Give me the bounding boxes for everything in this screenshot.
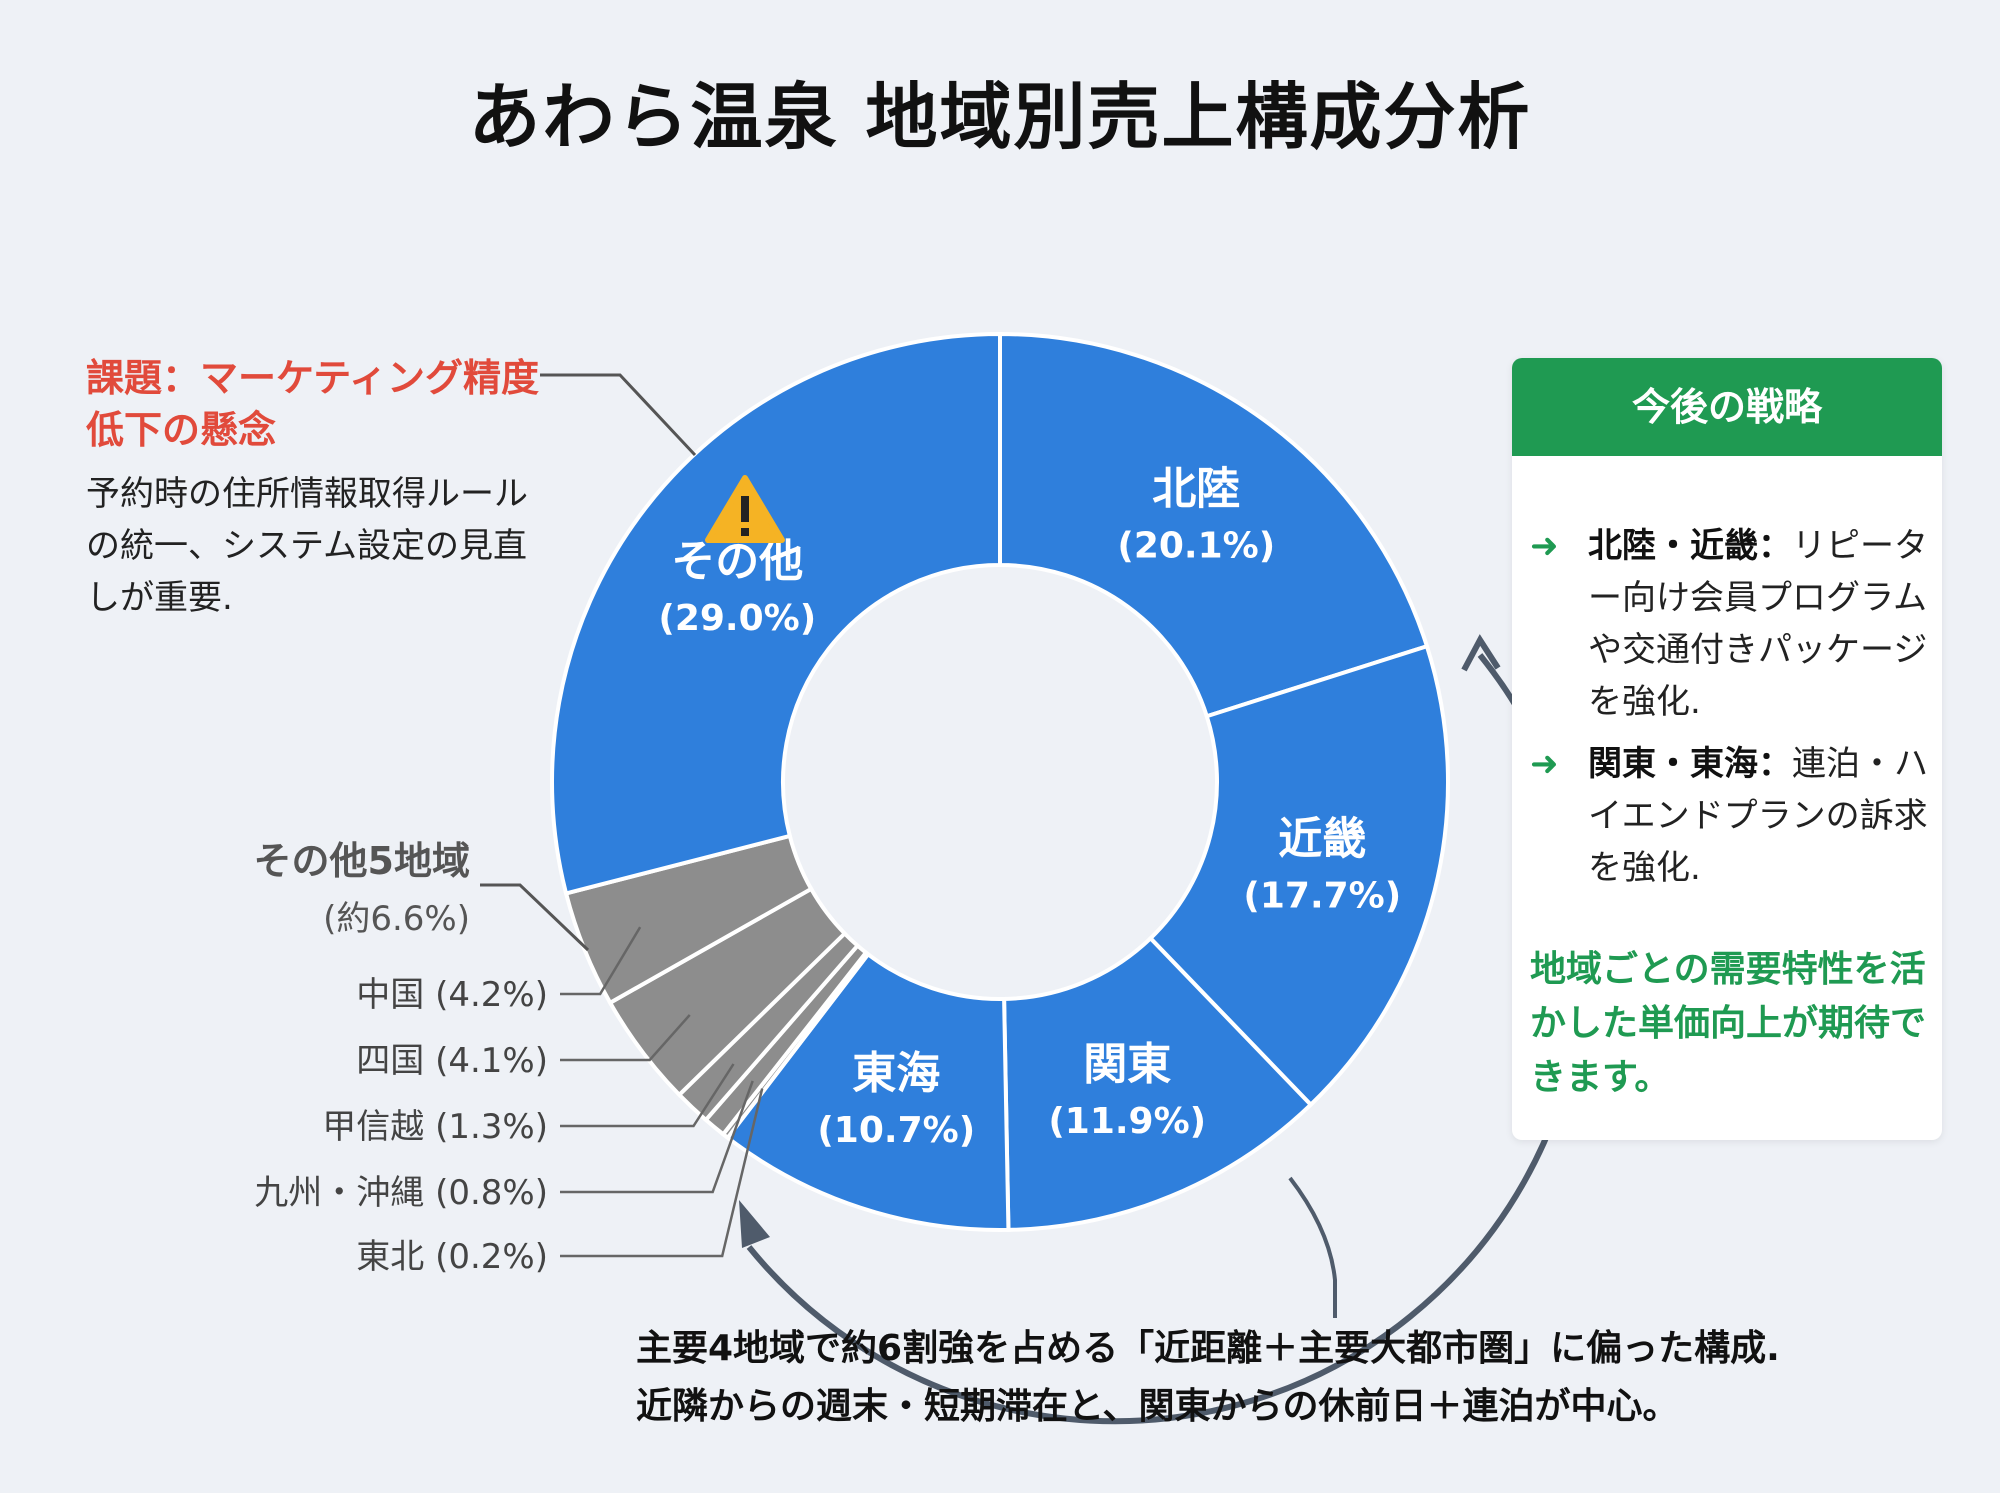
donut-slice-2 xyxy=(1147,643,1450,1108)
leader-line xyxy=(560,926,642,996)
slice-labels: 北陸 (20.1%) 近畿 (17.7%) 関東 (11.9%) 東海 (10.7%) 東北 (… xyxy=(254,464,1401,1277)
strategy-item-text: 連泊・ハイエンドプランの訴求を強化. xyxy=(1588,744,1928,888)
other-regions-group-value: (約6.6%) xyxy=(323,899,470,939)
strategy-conclusion: 地域ごとの需要特性を活かした単価向上が期待できます。 xyxy=(1530,949,1927,1098)
other-regions-group-label: その他5地域 (約6.6%) xyxy=(220,830,470,940)
slice-name-label: 北陸 xyxy=(1152,464,1240,515)
donut-slice-10 xyxy=(550,331,1002,896)
minor-slice-label: 中国 (4.2%) xyxy=(356,975,548,1015)
bottom-note-line: 近隣からの週末・短期滞在と、関東からの休前日＋連泊が中心。 xyxy=(636,1386,1679,1427)
bottom-note-line: 主要4地域で約6割強を占める「近距離＋主要大都市圏」に偏った構成. xyxy=(636,1328,1780,1369)
strategy-item-head: 北陸・近畿： xyxy=(1588,526,1792,566)
donut-slice-3 xyxy=(1002,935,1314,1232)
leader-line xyxy=(560,1014,691,1062)
slice-value-label: (10.7%) xyxy=(817,1110,975,1151)
strategy-header: 今後の戦略 xyxy=(1512,358,1942,456)
strategy-item: ➜ 北陸・近畿：リピーター向け会員プログラムや交通付きパッケージを強化. xyxy=(1530,520,1930,728)
slice-value-label: (20.1%) xyxy=(1117,526,1275,567)
leader-line xyxy=(560,1080,754,1194)
slice-name-label: 近畿 xyxy=(1278,814,1366,865)
leader-lines xyxy=(480,883,764,1258)
issue-leader-line xyxy=(540,373,697,457)
strategy-item: ➜ 関東・東海：連泊・ハイエンドプランの訴求を強化. xyxy=(1530,738,1930,894)
issue-title: 課題：マーケティング精度低下の懸念 xyxy=(86,356,539,452)
donut-slices xyxy=(550,331,1450,1232)
leader-line xyxy=(560,1063,735,1128)
page-title: あわら温泉 地域別売上構成分析 xyxy=(468,75,1532,159)
slice-value-label: (11.9%) xyxy=(1048,1101,1206,1142)
slice-value-label: (17.7%) xyxy=(1243,876,1401,917)
slice-name-label: 関東 xyxy=(1083,1039,1171,1090)
leader-line xyxy=(560,1088,764,1258)
minor-slice-label: 四国 (4.1%) xyxy=(356,1041,548,1081)
warning-triangle-icon xyxy=(705,475,785,543)
bottom-note: 主要4地域で約6割強を占める「近距離＋主要大都市圏」に偏った構成. 近隣からの週… xyxy=(636,1320,1936,1436)
group-leader-line xyxy=(480,883,590,952)
slice-value-label: (29.0%) xyxy=(658,598,816,639)
donut-slice-1 xyxy=(998,331,1430,719)
minor-slice-label: 九州・沖縄 (0.8%) xyxy=(254,1173,548,1213)
other-regions-group-name: その他5地域 xyxy=(253,839,470,883)
right-arrow-icon: ➜ xyxy=(1530,526,1559,566)
minor-slice-label: 甲信越 (1.3%) xyxy=(322,1107,548,1147)
donut-slice-4 xyxy=(724,951,1011,1232)
right-arrow-icon: ➜ xyxy=(1530,744,1559,784)
slice-name-label: 東海 xyxy=(852,1048,940,1099)
strategy-item-text: リピーター向け会員プログラムや交通付きパッケージを強化. xyxy=(1588,526,1928,722)
slice-name-label: その他 xyxy=(671,536,803,587)
strategy-item-head: 関東・東海： xyxy=(1588,744,1792,784)
strategy-box: 今後の戦略 ➜ 北陸・近畿：リピーター向け会員プログラムや交通付きパッケージを強… xyxy=(1512,358,1942,1140)
minor-slice-label: 東北 (0.2%) xyxy=(356,1237,548,1277)
issue-body: 予約時の住所情報取得ルールの統一、システム設定の見直しが重要. xyxy=(86,474,528,618)
